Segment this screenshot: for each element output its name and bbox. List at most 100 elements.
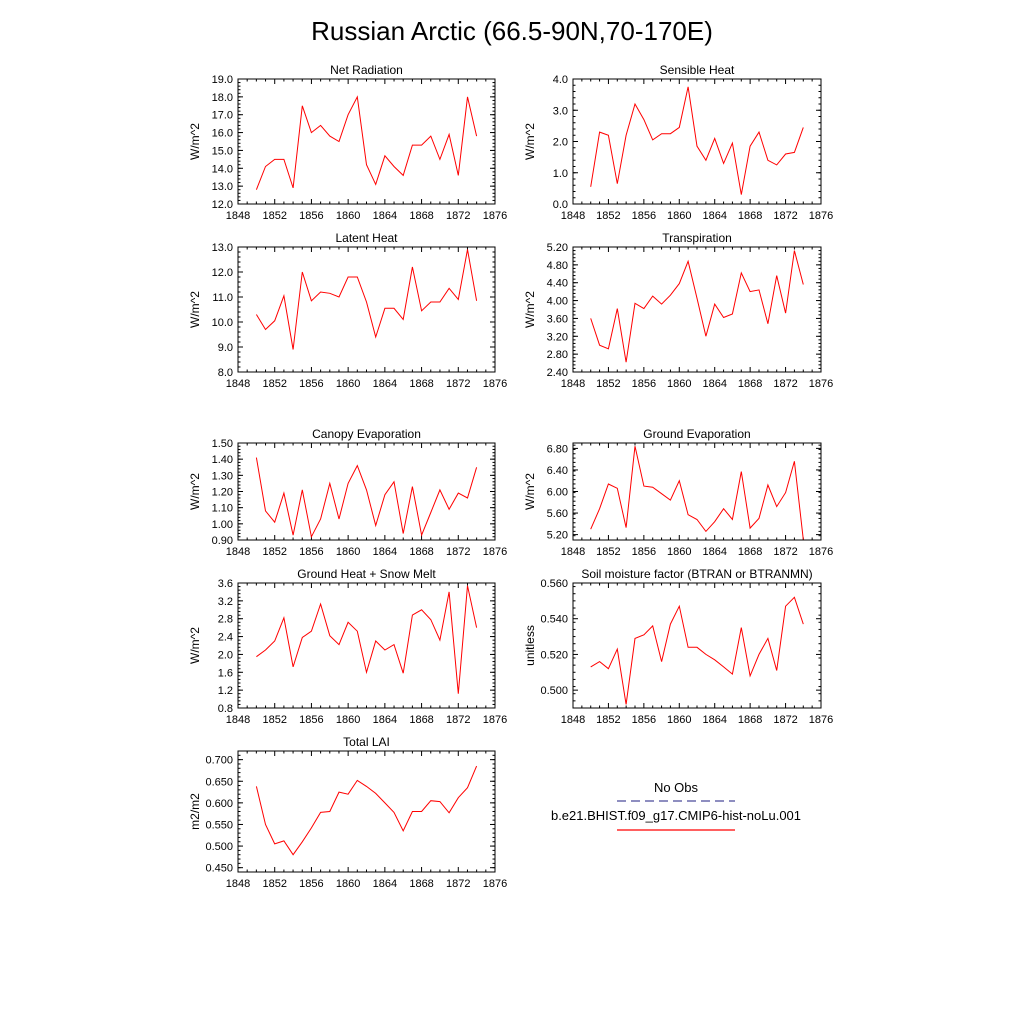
x-tick-label: 1864 [373,210,397,222]
y-tick-label: 1.0 [553,168,568,180]
panel-6: Ground Evaporation W/m^2 1848 1852 1856 1860 1… [523,427,833,558]
x-tick-label: 1852 [596,714,620,726]
x-tick-label: 1852 [596,546,620,558]
y-tick-label: 0.500 [540,685,568,697]
x-tick-label: 1868 [738,546,762,558]
y-tick-label: 1.50 [212,438,233,450]
x-tick-label: 1868 [409,210,433,222]
x-tick-label: 1856 [299,546,323,558]
series-line-1 [590,446,804,540]
y-tick-label: 17.0 [212,110,233,122]
x-tick-label: 1856 [632,210,656,222]
y-tick-label: 2.0 [553,137,568,149]
x-tick-label: 1872 [446,714,470,726]
y-tick-label: 1.2 [218,685,233,697]
y-tick-label: 0.90 [212,535,233,547]
y-axis-label: W/m^2 [523,123,537,160]
y-tick-label: 5.20 [547,242,568,254]
y-tick-label: 2.8 [218,614,233,626]
y-tick-label: 6.80 [547,443,568,455]
x-tick-label: 1876 [809,210,833,222]
x-tick-label: 1856 [299,878,323,890]
x-tick-label: 1856 [299,714,323,726]
series-line-1 [590,250,804,363]
x-tick-label: 1868 [409,546,433,558]
y-tick-label: 3.2 [218,596,233,608]
x-tick-label: 1876 [809,378,833,390]
y-tick-label: 0.540 [540,614,568,626]
x-tick-label: 1872 [773,210,797,222]
x-tick-label: 1860 [336,546,360,558]
x-tick-label: 1852 [262,210,286,222]
panel-4: Transpiration W/m^2 1848 1852 1856 1860 1864 18… [523,231,833,390]
y-tick-label: 0.0 [553,199,568,211]
y-axis-label: m2/m2 [188,793,202,830]
x-tick-label: 1852 [596,378,620,390]
x-tick-label: 1860 [667,210,691,222]
x-tick-label: 1868 [409,878,433,890]
x-tick-label: 1860 [667,714,691,726]
x-tick-label: 1848 [226,546,250,558]
legend-obs-label: No Obs [654,780,699,795]
y-tick-label: 4.80 [547,260,568,272]
y-tick-label: 19.0 [212,74,233,86]
x-tick-label: 1860 [667,378,691,390]
x-tick-label: 1848 [561,714,585,726]
y-tick-label: 15.0 [212,145,233,157]
x-tick-label: 1864 [702,210,726,222]
legend-case-label: b.e21.BHIST.f09_g17.CMIP6-hist-noLu.001 [551,808,801,823]
panel-title: Transpiration [662,231,732,245]
x-tick-label: 1872 [773,714,797,726]
x-tick-label: 1872 [446,210,470,222]
x-tick-label: 1860 [667,546,691,558]
x-tick-label: 1856 [299,210,323,222]
x-tick-label: 1852 [262,546,286,558]
panel-2: Sensible Heat W/m^2 1848 1852 1856 1860 1864 18… [523,63,833,222]
x-tick-label: 1848 [226,714,250,726]
series-line-1 [255,249,478,350]
y-tick-label: 1.20 [212,487,233,499]
panel-title: Canopy Evaporation [312,427,421,441]
y-tick-label: 0.500 [205,841,233,853]
panel-3: Latent Heat W/m^2 1848 1852 1856 1860 1864 1868… [188,231,507,390]
y-tick-label: 10.0 [212,317,233,329]
y-tick-label: 11.0 [212,292,233,304]
y-tick-label: 6.00 [547,487,568,499]
y-tick-label: 1.00 [212,519,233,531]
y-axis-label: W/m^2 [188,123,202,160]
x-tick-label: 1860 [336,878,360,890]
x-tick-label: 1852 [262,878,286,890]
x-tick-label: 1872 [446,378,470,390]
x-tick-label: 1852 [262,714,286,726]
x-tick-label: 1868 [409,714,433,726]
y-tick-label: 1.6 [218,667,233,679]
y-axis-label: W/m^2 [523,473,537,510]
x-tick-label: 1864 [373,714,397,726]
x-tick-label: 1864 [373,378,397,390]
panel-title: Soil moisture factor (BTRAN or BTRANMN) [581,567,812,581]
x-tick-label: 1876 [483,378,507,390]
y-tick-label: 4.00 [547,296,568,308]
x-tick-label: 1860 [336,714,360,726]
panel-title: Latent Heat [335,231,398,245]
y-tick-label: 16.0 [212,128,233,140]
x-tick-label: 1872 [773,546,797,558]
figure-title: Russian Arctic (66.5-90N,70-170E) [311,16,713,46]
y-axis-label: W/m^2 [188,291,202,328]
series-line-1 [255,457,478,539]
x-tick-label: 1856 [632,546,656,558]
x-tick-label: 1848 [226,878,250,890]
panel-9: Total LAI m2/m2 1848 1852 1856 1860 1864 1868 18… [188,735,507,890]
y-tick-label: 0.8 [218,703,233,715]
y-axis-label: W/m^2 [188,627,202,664]
y-tick-label: 18.0 [212,92,233,104]
panel-7: Ground Heat + Snow Melt W/m^2 1848 1852 1856… [188,567,507,726]
series-line-1 [256,585,478,694]
x-tick-label: 1868 [738,714,762,726]
series-line-1 [590,86,804,195]
panel-title: Sensible Heat [660,63,735,77]
y-tick-label: 3.0 [553,105,568,117]
x-tick-label: 1876 [483,546,507,558]
x-tick-label: 1876 [809,546,833,558]
